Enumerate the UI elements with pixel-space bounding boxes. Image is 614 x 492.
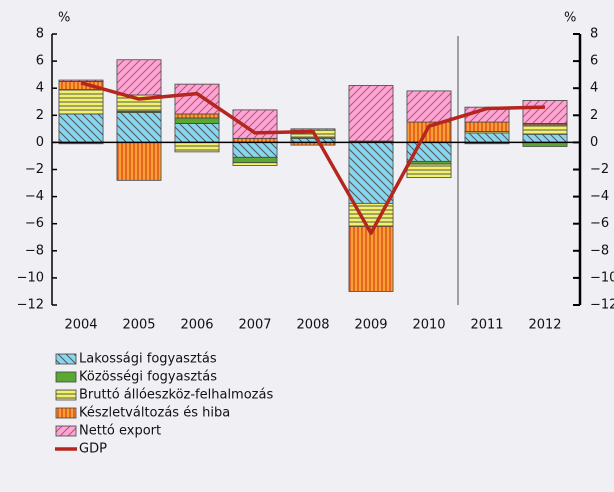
bar-segment	[58, 113, 104, 143]
y-tick-label: 8	[36, 27, 44, 42]
x-tick-label: 2008	[296, 318, 329, 333]
bar-segment	[58, 89, 104, 115]
legend-swatch	[55, 353, 77, 365]
x-tick-label: 2007	[238, 318, 271, 333]
legend-swatch	[55, 371, 77, 383]
y2-tick-label: −12	[590, 298, 614, 313]
bar-segment	[522, 124, 568, 135]
bar-segment	[232, 156, 278, 164]
y-tick-label: 2	[36, 108, 44, 123]
legend-label: Nettó export	[79, 424, 161, 439]
y2-tick-label: −4	[590, 189, 609, 204]
legend-label: Készletváltozás és hiba	[79, 406, 230, 421]
y-axis-label: %	[58, 11, 70, 26]
bar-segment	[464, 132, 510, 143]
y-tick-label: −6	[25, 216, 44, 231]
legend-label: Közösségi fogyasztás	[79, 370, 217, 385]
x-tick-label: 2006	[180, 318, 213, 333]
bar-segment	[522, 133, 568, 143]
y2-tick-label: 6	[590, 54, 598, 69]
y2-tick-label: −8	[590, 243, 609, 258]
y2-tick-label: 0	[590, 135, 598, 150]
bar-segment	[522, 99, 568, 124]
x-tick-label: 2004	[64, 318, 97, 333]
y-tick-label: −8	[25, 243, 44, 258]
x-tick-label: 2012	[528, 318, 561, 333]
y2-axis-label: %	[564, 11, 576, 26]
legend-label: GDP	[79, 442, 107, 457]
legend-swatch	[55, 425, 77, 437]
bar-segment	[58, 79, 104, 82]
y-tick-label: 4	[36, 81, 44, 96]
bar-segment	[174, 117, 220, 124]
y2-tick-label: 8	[590, 27, 598, 42]
y2-tick-label: −10	[590, 270, 614, 285]
x-tick-label: 2009	[354, 318, 387, 333]
y-tick-label: 0	[36, 135, 44, 150]
bar-segment	[174, 113, 220, 119]
bar-segment	[348, 141, 394, 204]
x-tick-label: 2005	[122, 318, 155, 333]
bar-segment	[174, 141, 220, 153]
x-tick-label: 2011	[470, 318, 503, 333]
bar-segment	[406, 90, 452, 123]
y2-tick-label: −6	[590, 216, 609, 231]
legend-label: Bruttó állóeszköz-felhalmozás	[79, 388, 273, 403]
y-tick-label: −12	[17, 298, 44, 313]
bar-segment	[116, 59, 162, 96]
y-tick-label: 6	[36, 54, 44, 69]
legend-swatch	[55, 407, 77, 419]
bar-segment	[174, 123, 220, 143]
y2-tick-label: 4	[590, 81, 598, 96]
y-tick-label: −2	[25, 162, 44, 177]
x-tick-label: 2010	[412, 318, 445, 333]
y2-tick-label: 2	[590, 108, 598, 123]
y-tick-label: −10	[17, 270, 44, 285]
bar-segment	[116, 141, 162, 181]
bar-segment	[406, 163, 452, 179]
legend-label: Lakossági fogyasztás	[79, 352, 217, 367]
bar-segment	[232, 141, 278, 158]
bar-segment	[174, 83, 220, 115]
legend-swatch	[55, 389, 77, 401]
bar-segment	[348, 85, 394, 142]
bar-segment	[348, 226, 394, 292]
y2-tick-label: −2	[590, 162, 609, 177]
bar-segment	[116, 112, 162, 143]
y-tick-label: −4	[25, 189, 44, 204]
line-series	[80, 81, 546, 235]
bar-segment	[232, 162, 278, 166]
bar-segment	[464, 121, 510, 132]
bar-segment	[406, 160, 452, 165]
